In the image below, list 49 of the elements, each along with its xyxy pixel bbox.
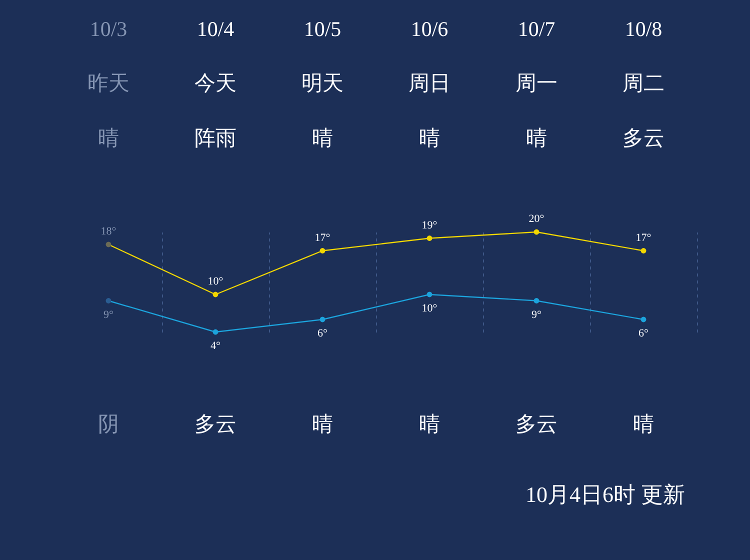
x-tick-label: 10/3 — [90, 17, 128, 41]
text: 晴 — [98, 126, 119, 150]
data-label: 20° — [528, 213, 544, 225]
text: 今天 — [194, 71, 236, 95]
text: 明天 — [302, 71, 344, 95]
point — [426, 236, 432, 241]
x-tick-label: 10/8 — [624, 17, 662, 41]
data-label: 9° — [532, 308, 542, 321]
data-label: 17° — [636, 232, 652, 244]
x-tick-label: 10/7 — [518, 17, 556, 41]
data-label: 10° — [422, 302, 438, 314]
point — [534, 298, 540, 304]
point — [534, 229, 540, 235]
text: 10月4日6时 更新 — [526, 482, 685, 507]
point — [106, 298, 112, 304]
text: 晴 — [633, 412, 654, 436]
text: 昨天 — [88, 71, 130, 95]
text: 阵雨 — [194, 126, 236, 150]
data-label: 6° — [318, 328, 328, 340]
point — [640, 316, 646, 322]
point — [426, 292, 432, 298]
text: 晴 — [312, 412, 333, 436]
text: 周一 — [516, 71, 558, 95]
text: 周二 — [622, 71, 664, 95]
data-label: 4° — [210, 340, 220, 352]
text: 晴 — [526, 126, 547, 150]
point — [212, 292, 218, 298]
point — [320, 248, 326, 254]
data-label: 9° — [104, 308, 114, 321]
data-label: 18° — [100, 226, 116, 238]
point — [106, 242, 112, 248]
text: 晴 — [312, 126, 333, 150]
text: 阴 — [98, 412, 119, 436]
x-tick-label: 10/6 — [410, 17, 448, 41]
text: 周日 — [408, 71, 450, 95]
text: 多云 — [516, 412, 558, 436]
point — [212, 329, 218, 335]
data-label: 10° — [208, 276, 224, 288]
text: 多云 — [194, 412, 236, 436]
text: 多云 — [622, 126, 664, 150]
x-tick-label: 10/5 — [304, 17, 342, 41]
text: 晴 — [419, 412, 440, 436]
data-label: 17° — [314, 232, 330, 244]
point — [640, 248, 646, 254]
data-label: 6° — [638, 328, 648, 340]
data-label: 19° — [422, 219, 438, 232]
x-tick-label: 10/4 — [196, 17, 235, 41]
text: 晴 — [419, 126, 440, 150]
point — [320, 316, 326, 322]
